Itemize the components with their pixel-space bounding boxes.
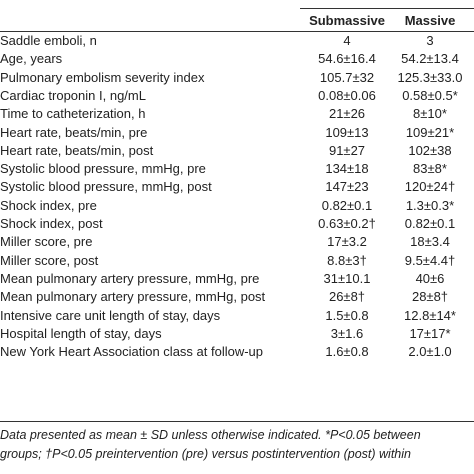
column-header: Massive <box>404 13 456 28</box>
row-label: Intensive care unit length of stay, days <box>0 307 221 323</box>
cell-value: 83±8* <box>413 161 447 177</box>
cell-value: 0.08±0.06 <box>318 87 376 103</box>
row-label: Heart rate, beats/min, post <box>0 142 154 158</box>
footnote: Data presented as mean ± SD unless other… <box>0 428 421 442</box>
cell-value: 0.58±0.5* <box>402 87 458 103</box>
row-label: Miller score, pre <box>0 234 93 250</box>
cell-value: 2.0±1.0 <box>408 344 452 360</box>
row-label: Shock index, post <box>0 216 103 231</box>
cell-value: 0.82±0.1 <box>404 216 456 231</box>
row-label: Systolic blood pressure, mmHg, pre <box>0 161 206 177</box>
cell-value: 91±27 <box>328 142 366 158</box>
cell-value: 21±26 <box>328 106 366 122</box>
cell-value: 105.7±32 <box>319 69 375 85</box>
cell-value: 109±21* <box>405 124 455 140</box>
group-rule <box>300 8 474 9</box>
bottom-rule <box>0 421 474 422</box>
row-label: Time to catheterization, h <box>0 106 146 122</box>
cell-value: 8.8±3† <box>327 252 367 268</box>
cell-value: 120±24† <box>404 179 456 195</box>
cell-value: 0.63±0.2† <box>318 216 376 231</box>
row-label: Age, years <box>0 51 63 67</box>
row-label: Heart rate, beats/min, pre <box>0 124 148 140</box>
cell-value: 54.2±13.4 <box>401 51 459 67</box>
cell-value: 3±1.6 <box>330 325 364 341</box>
cell-value: 0.82±0.1 <box>321 197 373 213</box>
cell-value: 18±3.4 <box>410 234 450 250</box>
row-label: Systolic blood pressure, mmHg, post <box>0 179 212 195</box>
cell-value: 1.5±0.8 <box>325 307 369 323</box>
cell-value: 54.6±16.4 <box>318 51 376 67</box>
cell-value: 1.3±0.3* <box>405 197 455 213</box>
row-label: Hospital length of stay, days <box>0 325 162 341</box>
cell-value: 31±10.1 <box>323 270 371 286</box>
cell-value: 26±8† <box>328 289 366 305</box>
row-label: Pulmonary embolism severity index <box>0 69 205 85</box>
cell-value: 1.6±0.8 <box>325 344 369 360</box>
cell-value: 17±3.2 <box>327 234 367 250</box>
cell-value: 40±6 <box>415 270 445 286</box>
column-header: Submassive <box>309 13 385 28</box>
cell-value: 134±18 <box>325 161 369 177</box>
cell-value: 12.8±14* <box>404 307 456 323</box>
cell-value: 147±23 <box>325 179 369 195</box>
cell-value: 28±8† <box>411 289 449 305</box>
cell-value: 125.3±33.0 <box>397 69 463 85</box>
cell-value: 102±38 <box>408 142 452 158</box>
cell-value: 4 <box>343 33 351 48</box>
footnote: groups; †P<0.05 preintervention (pre) ve… <box>0 447 411 461</box>
row-label: Mean pulmonary artery pressure, mmHg, po… <box>0 289 266 305</box>
row-label: Saddle emboli, n <box>0 33 97 48</box>
row-label: Mean pulmonary artery pressure, mmHg, pr… <box>0 270 260 286</box>
cell-value: 17±17* <box>409 325 451 341</box>
cell-value: 9.5±4.4† <box>404 252 456 268</box>
row-label: Shock index, pre <box>0 197 97 213</box>
header-rule <box>0 31 474 32</box>
row-label: Cardiac troponin I, ng/mL <box>0 87 146 103</box>
row-label: New York Heart Association class at foll… <box>0 344 264 360</box>
row-label: Miller score, post <box>0 252 99 268</box>
cell-value: 3 <box>426 33 434 48</box>
cell-value: 8±10* <box>413 106 447 122</box>
cell-value: 109±13 <box>325 124 369 140</box>
